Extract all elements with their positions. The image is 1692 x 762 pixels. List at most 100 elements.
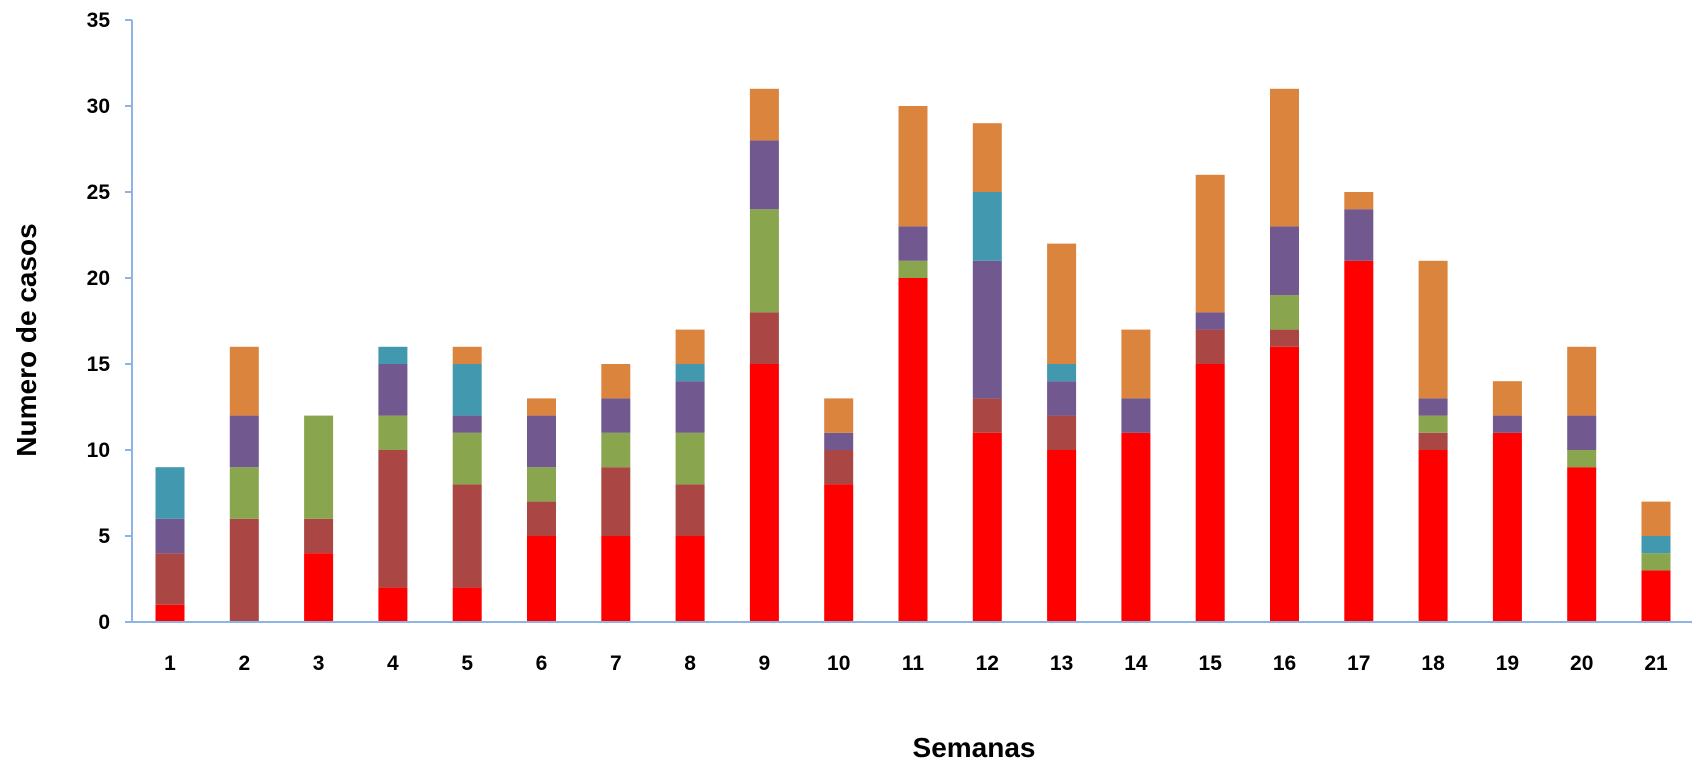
bar-segment <box>1344 192 1374 210</box>
bar-segment <box>229 415 259 468</box>
bar-segment <box>527 536 556 622</box>
bar-segment <box>675 432 705 485</box>
bar-segment <box>749 140 779 210</box>
bar-segment <box>1047 243 1077 364</box>
bar-segment <box>1195 312 1225 330</box>
y-tick-label: 15 <box>87 353 111 376</box>
bar-segment <box>1344 209 1374 261</box>
bar-segment <box>452 432 482 485</box>
bar-segment <box>675 381 705 433</box>
bar-segment <box>972 123 1002 192</box>
bar-segment <box>1641 501 1671 536</box>
bar-segment <box>898 278 928 622</box>
bar-segment <box>1567 467 1597 622</box>
bar-segment <box>1270 226 1299 296</box>
bar-segment <box>972 398 1002 433</box>
y-tick-label: 0 <box>98 611 110 634</box>
x-tick-label: 10 <box>827 652 850 675</box>
bar-segment <box>155 518 185 554</box>
bar-segment <box>1418 450 1448 622</box>
bar-segment <box>898 260 928 278</box>
bar-segment <box>1567 450 1597 468</box>
bar-segment <box>1492 415 1522 433</box>
x-tick-label: 5 <box>461 652 473 675</box>
bar-segment <box>824 484 854 622</box>
bar-segment <box>1567 415 1597 450</box>
bar-segment <box>527 467 556 502</box>
x-tick-label: 11 <box>902 652 925 675</box>
bar-segment <box>452 587 482 622</box>
y-tick-label: 35 <box>87 9 111 32</box>
x-tick-label: 17 <box>1347 652 1370 675</box>
x-tick-label: 20 <box>1570 652 1593 675</box>
bar-segment <box>972 192 1002 261</box>
y-tick-label: 25 <box>87 181 111 204</box>
bar-segment <box>675 364 705 382</box>
x-tick-label: 18 <box>1421 652 1445 675</box>
x-tick-label: 6 <box>536 652 548 675</box>
y-tick-label: 30 <box>87 95 110 118</box>
bar-segment <box>527 415 556 468</box>
x-tick-label: 21 <box>1644 652 1668 675</box>
x-tick-label: 16 <box>1273 652 1296 675</box>
x-tick-label: 9 <box>759 652 771 675</box>
bar-segment <box>304 415 334 519</box>
bar-segment <box>1047 381 1077 416</box>
y-tick-label: 10 <box>87 439 110 462</box>
bar-segment <box>675 329 705 364</box>
bar-segment <box>1047 415 1077 450</box>
bar-segment <box>1418 432 1448 450</box>
bar-segment <box>1492 381 1522 416</box>
bar-segment <box>304 518 334 554</box>
bar-segment <box>1641 570 1671 622</box>
bar-segment <box>1047 364 1077 382</box>
y-tick-label: 5 <box>98 525 110 548</box>
x-tick-label: 13 <box>1050 652 1073 675</box>
bar-segment <box>229 467 259 519</box>
x-tick-label: 15 <box>1199 652 1223 675</box>
bar-segment <box>749 312 779 364</box>
bars-group <box>155 88 1671 622</box>
bar-segment <box>1121 432 1151 622</box>
bar-segment <box>601 364 631 399</box>
x-axis-ticks: 1 2 3 4 5 6 7 8 9 10 11 12 13 14 15 16 17 18 19 20 21 <box>164 652 1668 675</box>
x-tick-label: 12 <box>976 652 999 675</box>
bar-segment <box>972 260 1002 399</box>
bar-segment <box>378 415 408 450</box>
x-tick-label: 8 <box>684 652 696 675</box>
bar-segment <box>527 501 556 536</box>
bar-segment <box>155 604 185 622</box>
bar-segment <box>1195 174 1225 313</box>
bar-segment <box>898 106 928 227</box>
bar-segment <box>601 467 631 536</box>
x-axis-title: Semanas <box>913 732 1036 762</box>
bar-segment <box>601 432 631 468</box>
bar-segment <box>1492 432 1522 622</box>
bar-segment <box>452 484 482 588</box>
y-tick-label: 20 <box>87 267 110 290</box>
bar-segment <box>1641 553 1671 571</box>
bar-segment <box>229 346 259 416</box>
x-tick-label: 19 <box>1496 652 1519 675</box>
bar-segment <box>452 346 482 364</box>
y-axis-ticks: 0 5 10 15 20 25 30 35 <box>87 9 132 634</box>
bar-segment <box>229 518 259 622</box>
bar-segment <box>749 88 779 141</box>
x-tick-label: 2 <box>238 652 250 675</box>
x-tick-label: 14 <box>1124 652 1148 675</box>
bar-segment <box>378 364 408 416</box>
bar-segment <box>378 450 408 588</box>
bar-segment <box>1195 329 1225 364</box>
y-axis-title: Numero de casos <box>11 223 42 456</box>
bar-segment <box>824 450 854 485</box>
bar-segment <box>972 432 1002 622</box>
bar-segment <box>749 209 779 313</box>
bar-segment <box>1344 260 1374 622</box>
bar-segment <box>378 346 408 364</box>
x-tick-label: 7 <box>610 652 622 675</box>
bar-segment <box>898 226 928 261</box>
bar-segment <box>1270 329 1299 347</box>
bar-segment <box>749 364 779 622</box>
bar-segment <box>452 364 482 416</box>
